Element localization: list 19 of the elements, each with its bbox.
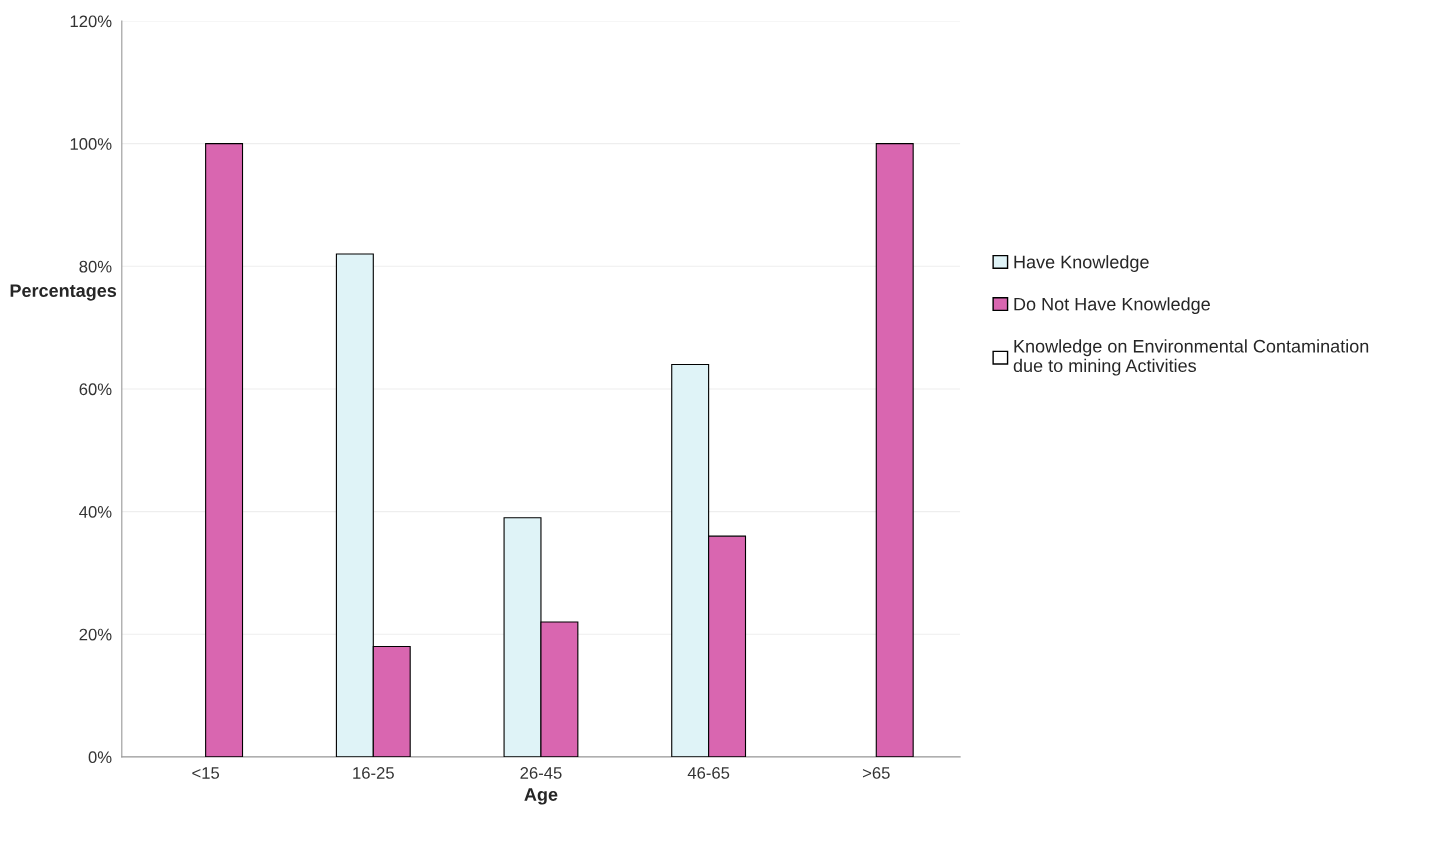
x-tick-label: 46-65 <box>687 767 730 779</box>
y-tick-label: 20% <box>79 628 112 641</box>
x-axis-title: Age <box>524 788 558 805</box>
y-tick-label: 0% <box>88 751 112 764</box>
legend-label: Do Not Have Knowledge <box>1014 297 1210 315</box>
y-tick-label: 100% <box>70 138 112 150</box>
x-tick-label: >65 <box>862 767 890 779</box>
x-tick-label: 16-25 <box>353 767 394 779</box>
y-axis-title: Percentages <box>10 284 117 301</box>
legend-label: Have Knowledge <box>1014 255 1149 272</box>
bar <box>875 143 914 757</box>
x-tick-label: <15 <box>192 767 220 779</box>
y-tick-label: 120% <box>70 15 112 28</box>
y-tick-label: 40% <box>79 506 112 518</box>
bar <box>205 143 244 757</box>
y-tick-label: 60% <box>79 383 112 396</box>
y-tick-label: 80% <box>79 260 112 273</box>
x-tick-label: 26-45 <box>520 767 562 779</box>
legend-label: Knowledge on Environmental Contamination due to mining Activities <box>1013 339 1369 376</box>
